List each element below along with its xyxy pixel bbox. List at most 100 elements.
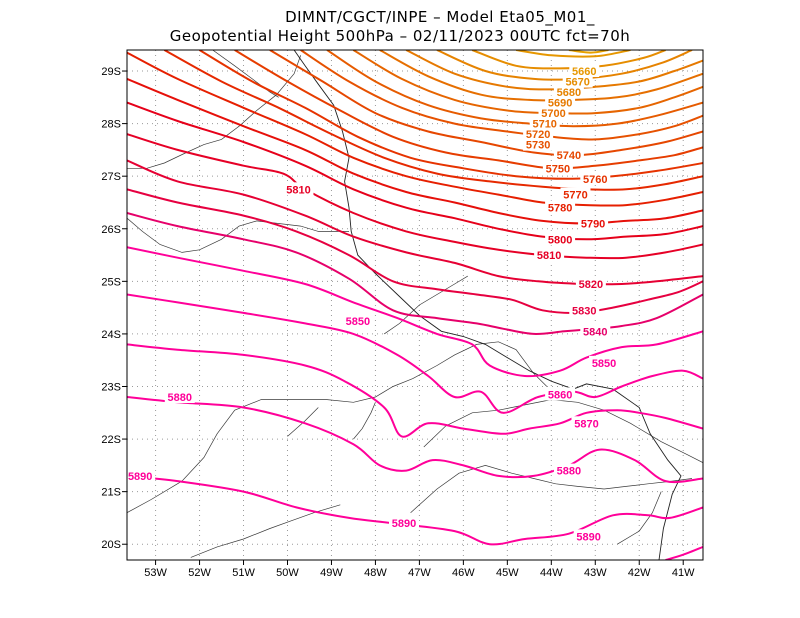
y-tick-label: 27S — [101, 171, 121, 183]
contour-label: 5720 — [526, 129, 550, 141]
contour-label: 5730 — [526, 140, 550, 152]
contour-label: 5750 — [546, 163, 570, 175]
contour-label-bg — [529, 116, 560, 130]
plot-frame — [126, 49, 704, 561]
map-border-line — [127, 341, 548, 514]
contour-label-bg — [569, 303, 600, 317]
contour-labels: 5890 5890 5890 5880 5880 5870 5860 5850 5850 5840… — [125, 64, 620, 543]
contour-label-bg — [553, 148, 584, 162]
contour-label: 5800 — [548, 234, 572, 246]
y-tick-label: 28S — [101, 119, 121, 131]
contour-label: 5670 — [565, 77, 589, 89]
contour-line-5740 — [269, 50, 703, 157]
map-border-line — [212, 50, 279, 98]
contour-label-bg — [545, 232, 576, 246]
x-tick-label: 46W — [452, 567, 475, 579]
contour-label: 5780 — [548, 203, 572, 215]
contour-label: 5880 — [557, 466, 581, 478]
contour-label: 5690 — [548, 98, 572, 110]
x-tick-label: 44W — [540, 567, 563, 579]
contour-line-5720 — [326, 50, 703, 128]
contour-line-5820 — [127, 159, 703, 286]
contour-label: 5890 — [128, 471, 152, 483]
contour-label-bg — [538, 106, 569, 120]
map-border-line — [353, 402, 376, 440]
contour-label-bg — [523, 127, 554, 141]
contour-label-bg — [589, 355, 620, 369]
contour-label-bg — [575, 276, 606, 290]
contour-line-5860 — [127, 293, 703, 414]
contour-label: 5660 — [572, 66, 596, 78]
contour-line-5800 — [127, 101, 703, 241]
contour-label: 5880 — [168, 392, 192, 404]
contour-label-bg — [571, 416, 602, 430]
contour-label-bg — [553, 463, 584, 477]
grid-lines — [127, 50, 703, 560]
map-border-line — [384, 275, 468, 335]
contour-label: 5850 — [346, 316, 370, 328]
chart-title-line-2: Geopotential Height 500hPa – 02/11/2023 … — [170, 27, 631, 45]
map-border-line — [287, 407, 319, 437]
contour-label: 5760 — [583, 174, 607, 186]
contour-label: 5860 — [548, 389, 572, 401]
map-border-line — [617, 491, 662, 545]
contour-label-bg — [560, 187, 591, 201]
x-tick-label: 45W — [496, 567, 519, 579]
contour-line-5870 — [127, 343, 703, 438]
contour-line-5890 — [127, 474, 703, 546]
contour-line-5790 — [127, 77, 703, 225]
contour-line-5840 — [127, 212, 703, 335]
contour-label: 5710 — [532, 119, 556, 131]
contour-label: 5680 — [557, 87, 581, 99]
contour-line-5770 — [163, 50, 703, 191]
contour-label: 5890 — [392, 518, 416, 530]
axes: 53W 52W 51W 50W 49W 48W 47W 46W 45W 44W 43W 42W 41W 2… — [101, 66, 695, 579]
x-tick-label: 43W — [584, 567, 607, 579]
contour-label-bg — [562, 74, 593, 88]
contour-label-bg — [578, 216, 609, 230]
y-tick-label: 22S — [101, 434, 121, 446]
contour-line-5850 — [127, 246, 703, 378]
x-tick-label: 42W — [628, 567, 651, 579]
contour-label: 5840 — [583, 326, 607, 338]
contour-label: 5770 — [563, 190, 587, 202]
x-tick-label: 53W — [144, 567, 167, 579]
contour-line-5830 — [127, 188, 703, 314]
contour-line-5890 — [665, 545, 703, 560]
y-tick-label: 23S — [101, 381, 121, 393]
contour-label-bg — [389, 516, 420, 530]
contour-lines — [127, 50, 703, 560]
y-tick-label: 21S — [101, 487, 121, 499]
map-border-line — [127, 55, 302, 169]
y-tick-label: 20S — [101, 539, 121, 551]
map-border-line — [423, 399, 703, 464]
contour-label-bg — [125, 468, 156, 482]
contour-label: 5870 — [574, 418, 598, 430]
contour-label-bg — [569, 64, 600, 78]
y-tick-label: 24S — [101, 329, 121, 341]
contour-line-5730 — [300, 50, 703, 141]
contour-label-bg — [342, 313, 373, 327]
contour-label-bg — [164, 390, 195, 404]
x-tick-label: 41W — [672, 567, 695, 579]
y-tick-label: 25S — [101, 276, 121, 288]
contour-label: 5700 — [541, 108, 565, 120]
contour-label-bg — [283, 182, 314, 196]
contour-label: 5850 — [592, 358, 616, 370]
contour-label-bg — [553, 85, 584, 99]
contour-label: 5790 — [581, 219, 605, 231]
contour-label: 5820 — [579, 279, 603, 291]
contour-line-5710 — [352, 50, 703, 115]
map-border-line — [410, 465, 693, 513]
contour-label-bg — [580, 171, 611, 185]
contour-label: 5740 — [557, 150, 581, 162]
map-border-line — [127, 217, 349, 253]
x-tick-label: 51W — [232, 567, 255, 579]
contour-label-bg — [534, 248, 565, 262]
x-tick-label: 47W — [408, 567, 431, 579]
y-tick-label: 26S — [101, 224, 121, 236]
map-border-line — [190, 504, 341, 558]
contour-line-5750 — [234, 50, 703, 170]
contour-label-bg — [523, 137, 554, 151]
